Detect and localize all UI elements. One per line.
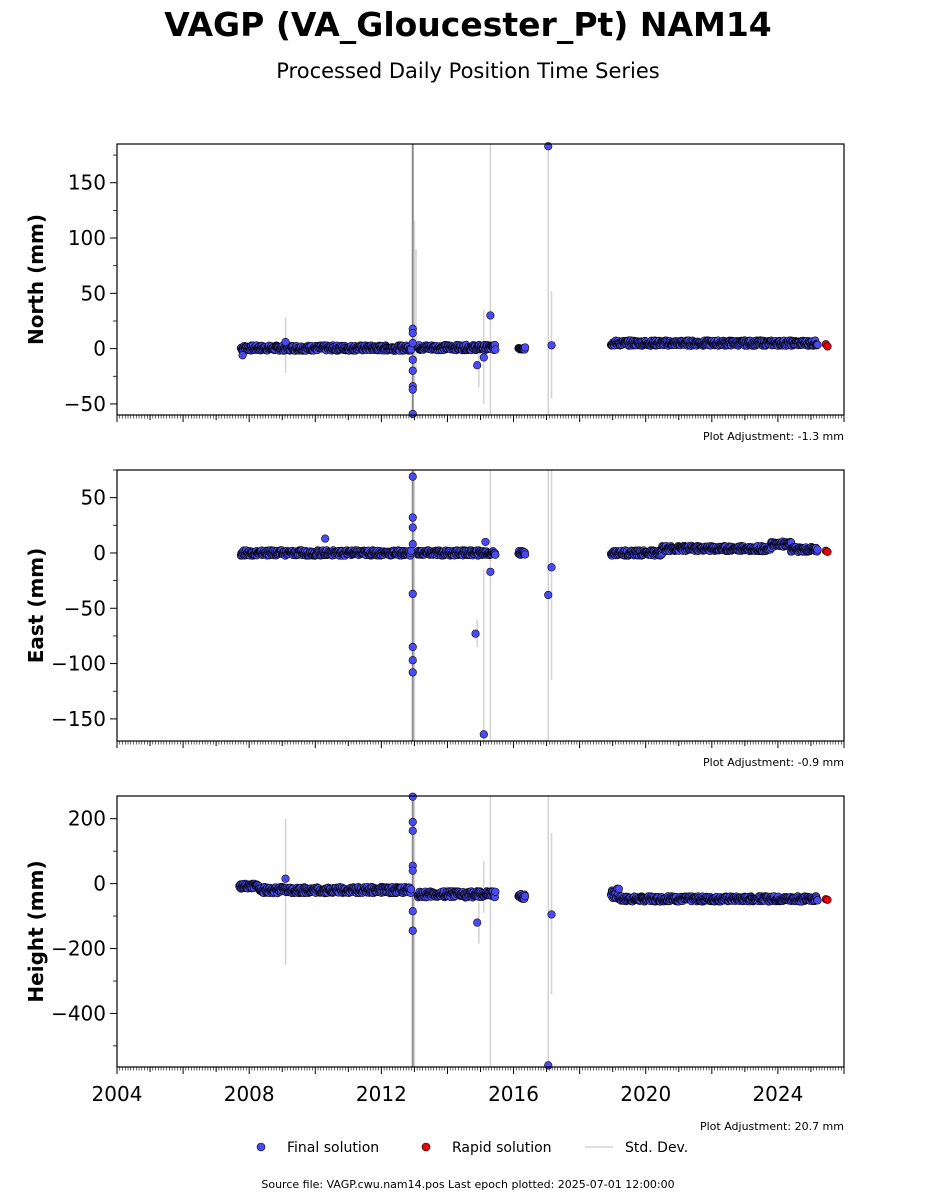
panel-height: −400 −200 0 200 2004 2008 2012 2016 2020 2024 Heig… [24,792,845,1133]
final-solution-point [408,826,417,835]
final-solution-point [281,337,290,347]
rapid-solution-point [823,547,832,556]
y-axis-label: North (mm) [24,214,48,345]
x-tick-label: 2020 [620,1082,671,1106]
final-solution-point [486,567,495,576]
final-solution-point [547,910,556,919]
y-tick-label: −400 [51,1001,106,1025]
final-solution-point [813,340,822,349]
final-solution-point [486,311,495,320]
x-tick-label: 2024 [752,1082,803,1106]
final-solution-point [408,540,417,549]
final-solution-point [408,907,417,916]
legend-rapid-label: Rapid solution [452,1140,552,1156]
y-tick-label: −200 [51,937,106,961]
final-solution-point [408,589,417,598]
final-solution-point [408,792,417,801]
final-solution-point [408,817,417,827]
x-tick-label: 2012 [356,1082,407,1106]
final-solution-point [321,534,330,543]
final-solution-point [407,546,416,555]
final-solution-point [408,339,417,348]
y-tick-label: −50 [64,392,106,416]
final-solution-point [408,656,417,665]
final-solution-point [408,472,417,481]
plot-frame [116,469,845,742]
final-solution-point [408,513,417,522]
final-solution-point [408,642,417,652]
y-axis-label: Height (mm) [24,860,48,1002]
y-tick-label: 150 [68,171,106,195]
y-axis-label: East (mm) [24,548,48,664]
rapid-solution-point [823,342,832,351]
final-solution-point [281,874,290,883]
final-solution-point [408,385,417,394]
final-solution-point [473,361,482,370]
plot-adjustment-note: Plot Adjustment: -1.3 mm [703,430,844,443]
final-solution-point [547,563,556,572]
final-solution-point [491,550,500,559]
final-solution-point [408,926,417,935]
final-solution-point [813,545,822,554]
final-solution-point [521,892,530,901]
chart-title: VAGP (VA_Gloucester_Pt) NAM14 [164,5,772,44]
legend-final-marker [256,1142,266,1152]
legend-final-label: Final solution [287,1140,379,1156]
final-solution-point [408,668,417,677]
y-tick-label: 100 [68,226,106,250]
y-tick-label: −150 [51,707,106,731]
plot-frame [116,795,845,1068]
final-solution-point [521,550,530,559]
legend-rapid-marker [421,1142,431,1152]
plot-frame [116,143,845,416]
final-solution-point [238,351,247,360]
final-solution-point [471,629,480,638]
y-tick-label: 50 [81,486,106,510]
y-tick-label: 0 [93,872,106,896]
final-solution-point [408,329,417,338]
chart-subtitle: Processed Daily Position Time Series [276,59,660,83]
y-tick-label: −100 [51,652,106,676]
final-solution-point [491,887,500,896]
final-solution-point [473,918,482,927]
x-tick-label: 2004 [92,1082,143,1106]
rapid-solution-point [823,895,832,904]
y-tick-label: 0 [93,541,106,565]
final-solution-point [408,355,417,364]
final-solution-point [481,537,490,546]
final-solution-point [544,1061,553,1070]
legend: Final solution Rapid solution Std. Dev. [256,1140,688,1156]
final-solution-point [614,884,623,893]
x-tick-label: 2016 [488,1082,539,1106]
final-solution-point [479,730,488,739]
final-solution-point [544,590,553,600]
x-tick-label: 2008 [224,1082,275,1106]
y-tick-label: 50 [81,281,106,305]
final-solution-point [813,896,822,905]
y-tick-label: 0 [93,337,106,361]
final-solution-point [408,366,417,375]
final-solution-point [521,343,530,352]
panel-east: −150 −100 −50 0 50 East (mm) Plot Adjustment: … [24,469,845,769]
source-footer: Source file: VAGP.cwu.nam14.pos Last epo… [261,1178,674,1191]
plot-adjustment-note: Plot Adjustment: 20.7 mm [700,1120,844,1133]
final-solution-point [547,341,556,350]
final-solution-point [491,345,500,354]
final-solution-point [408,866,417,875]
legend-stddev-label: Std. Dev. [625,1140,688,1156]
final-solution-point [408,523,417,532]
panel-north: −50 0 50 100 150 North (mm) Plot Adjustment: -… [24,142,845,443]
final-solution-point [479,353,488,362]
final-solution-point [407,885,416,894]
final-solution-point [408,409,417,418]
y-tick-label: −50 [64,596,106,620]
plot-adjustment-note: Plot Adjustment: -0.9 mm [703,756,844,769]
y-tick-label: 200 [68,807,106,831]
